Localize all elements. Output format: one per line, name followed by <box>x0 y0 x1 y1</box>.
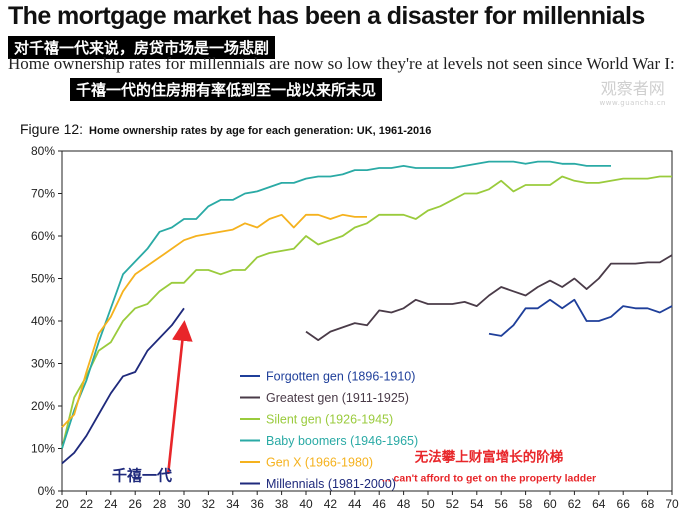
x-tick-label: 32 <box>202 497 216 511</box>
x-tick-label: 58 <box>519 497 533 511</box>
y-tick-label: 30% <box>31 357 55 371</box>
y-tick-label: 60% <box>31 229 55 243</box>
x-tick-label: 24 <box>104 497 118 511</box>
annotation-ladder: ... can't afford to get on the property … <box>382 473 596 485</box>
y-tick-label: 50% <box>31 272 55 286</box>
x-tick-label: 26 <box>129 497 143 511</box>
x-tick-label: 36 <box>251 497 265 511</box>
figure-title: Figure 12: Home ownership rates by age fo… <box>20 121 431 137</box>
y-tick-label: 70% <box>31 187 55 201</box>
x-tick-label: 62 <box>568 497 582 511</box>
annotation-ladder-cn: 无法攀上财富增长的阶梯 <box>414 448 564 465</box>
chinese-headline-banner: 对千禧一代来说，房贷市场是一场悲剧 <box>8 36 276 59</box>
x-tick-label: 60 <box>543 497 557 511</box>
y-tick-label: 0% <box>38 484 56 498</box>
legend-label: Forgotten gen (1896-1910) <box>266 370 415 384</box>
series-line-3 <box>61 160 611 449</box>
annotation-arrow <box>166 320 193 475</box>
subtitle: Home ownership rates for millennials are… <box>8 54 675 73</box>
watermark-main: 观察者网 <box>600 79 665 98</box>
x-tick-label: 66 <box>617 497 631 511</box>
legend-label: Greatest gen (1911-1925) <box>266 391 409 405</box>
cn-banner-part-a: 对千禧一代来说， <box>14 39 135 57</box>
x-tick-label: 34 <box>226 497 240 511</box>
legend-label: Millennials (1981-2000) <box>266 477 396 491</box>
series-line-4 <box>61 213 367 428</box>
x-tick-label: 38 <box>275 497 289 511</box>
x-tick-label: 28 <box>153 497 167 511</box>
x-tick-label: 30 <box>177 497 191 511</box>
chart-annotations: 千禧一代 无法攀上财富增长的阶梯 ... can't afford to get o… <box>112 320 596 485</box>
x-tick-label: 68 <box>641 497 655 511</box>
chart-legend: Forgotten gen (1896-1910) Greatest gen (1… <box>240 370 418 491</box>
cn-banner-part-b: 房贷市场是一场悲剧 <box>134 39 270 57</box>
figure-label: Figure 12: <box>20 121 84 137</box>
x-tick-label: 42 <box>324 497 338 511</box>
watermark: 观察者网 www.guancha.cn <box>599 79 666 110</box>
y-tick-label: 20% <box>31 399 55 413</box>
headline: The mortgage market has been a disaster … <box>8 2 645 30</box>
y-tick-label: 80% <box>31 144 55 158</box>
chart-series <box>61 160 673 465</box>
legend-label: Gen X (1966-1980) <box>266 456 373 470</box>
x-tick-label: 70 <box>665 497 679 511</box>
x-tick-label: 46 <box>373 497 387 511</box>
chinese-subtitle-banner: 千禧一代的住房拥有率低到至一战以来所未见 <box>70 78 383 101</box>
figure-caption: Home ownership rates by age for each gen… <box>89 125 432 137</box>
x-tick-label: 54 <box>470 497 484 511</box>
x-tick-label: 50 <box>421 497 435 511</box>
series-line-0 <box>488 298 673 337</box>
x-tick-label: 22 <box>80 497 94 511</box>
legend-label: Silent gen (1926-1945) <box>266 413 393 427</box>
series-line-5 <box>61 307 185 465</box>
series-line-1 <box>305 254 673 342</box>
chart-axes: 0% 10% 20% 30% 40% 50% 60% 70% 80% 20 22 24 26 28 30 32… <box>31 144 679 511</box>
x-tick-label: 48 <box>397 497 411 511</box>
series-line-2 <box>61 175 672 449</box>
x-tick-label: 56 <box>495 497 509 511</box>
x-tick-label: 52 <box>446 497 460 511</box>
y-tick-label: 10% <box>31 442 55 456</box>
watermark-url: www.guancha.cn <box>599 99 666 107</box>
y-tick-label: 40% <box>31 314 55 328</box>
annotation-millennials-cn: 千禧一代 <box>112 466 172 484</box>
x-tick-label: 40 <box>299 497 313 511</box>
legend-label: Baby boomers (1946-1965) <box>266 434 418 448</box>
x-tick-label: 64 <box>592 497 606 511</box>
x-tick-label: 44 <box>348 497 362 511</box>
x-tick-label: 20 <box>55 497 69 511</box>
